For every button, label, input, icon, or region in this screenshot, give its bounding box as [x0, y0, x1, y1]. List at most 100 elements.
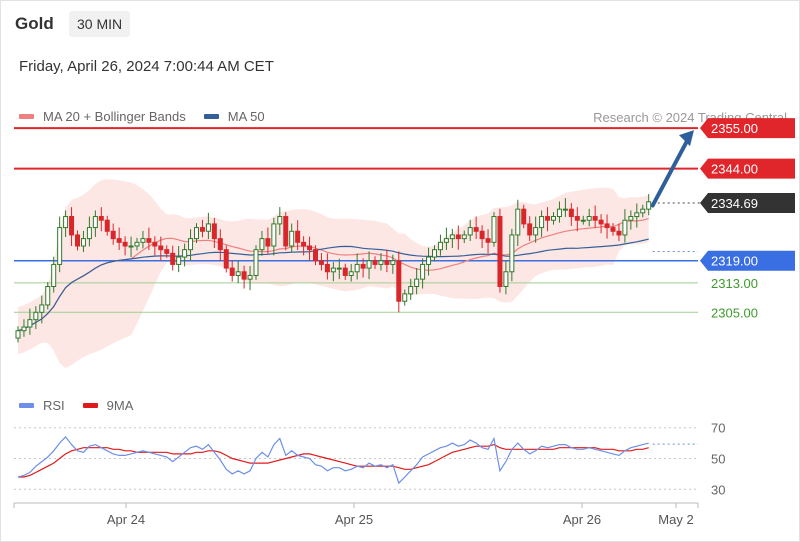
candle-body [152, 241, 158, 247]
price-level-text: 2313.00 [711, 276, 758, 291]
price-level-text: 2305.00 [711, 305, 758, 320]
rsi-legend: RSI 9MA [19, 398, 151, 413]
candle-body [426, 256, 432, 265]
legend-item-9ma: 9MA [82, 398, 133, 413]
candle-body [545, 216, 551, 221]
candle-body [247, 274, 253, 280]
candle-body [277, 216, 283, 225]
price-level-label: 2334.69 [700, 192, 795, 213]
candle-body [580, 219, 586, 222]
candle-body [69, 216, 75, 236]
price-legend: MA 20 + Bollinger Bands MA 50 [19, 109, 283, 124]
candle-body [485, 238, 491, 243]
ma50-swatch [203, 114, 219, 119]
candle-body [574, 216, 580, 221]
ma50-line [17, 238, 649, 332]
rsi-swatch [19, 403, 34, 408]
price-level-tag [700, 118, 795, 139]
rsi-tick-label: 70 [711, 421, 725, 436]
candle-body [51, 263, 57, 288]
price-level-text: 2319.00 [711, 254, 758, 269]
candle-body [598, 219, 604, 225]
candle-body [283, 216, 289, 247]
candle-body [98, 216, 104, 221]
price-level-label: 2319.00 [700, 250, 795, 271]
candle-body [390, 260, 396, 265]
candle-body [122, 241, 128, 247]
forecast-arrow [650, 137, 690, 208]
candle-body [533, 227, 539, 236]
candle-body [15, 330, 21, 339]
candle-body [443, 238, 449, 243]
candle-body [634, 212, 640, 218]
legend-item-ma50: MA 50 [203, 109, 265, 124]
candle-body [628, 216, 634, 221]
candle-body [467, 227, 473, 236]
candle-body [205, 223, 211, 232]
candle-body [295, 230, 301, 243]
x-tick-label: Apr 25 [335, 512, 373, 527]
candle-body [116, 238, 122, 243]
candle-body [45, 286, 51, 306]
candle-body [646, 201, 652, 210]
candle-body [455, 234, 461, 240]
candle-body [592, 216, 598, 221]
candle-body [402, 293, 408, 302]
price-level-label: 2344.00 [700, 158, 795, 179]
candle-body [188, 238, 194, 251]
candle-body [57, 227, 63, 265]
candle-body [568, 208, 574, 218]
candle-body [110, 230, 116, 240]
legend-label-ma20: MA 20 + Bollinger Bands [43, 109, 186, 124]
candle-body [372, 260, 378, 265]
candle-body [539, 216, 545, 229]
x-tick-label: May 2 [658, 512, 693, 527]
candle-body [307, 245, 313, 251]
candle-body [176, 256, 182, 265]
candle-body [556, 208, 562, 218]
candles-group [15, 194, 652, 343]
legend-label-ma50: MA 50 [227, 109, 265, 124]
candle-body [360, 263, 366, 269]
candle-body [158, 245, 164, 251]
candle-body [80, 238, 86, 247]
legend-label-rsi: RSI [43, 398, 65, 413]
candle-body [503, 271, 509, 288]
candle-body [515, 208, 521, 236]
timeframe-button[interactable]: 30 MIN [69, 11, 131, 37]
candle-body [140, 238, 146, 243]
candle-body [104, 219, 110, 232]
candle-body [318, 260, 324, 265]
candle-body [63, 216, 69, 229]
candle-body [622, 219, 628, 236]
candle-body [182, 249, 188, 258]
candle-body [616, 230, 622, 236]
candle-body [39, 304, 45, 313]
forecast-arrowhead [679, 130, 694, 147]
candle-body [235, 271, 241, 276]
chart-datetime: Friday, April 26, 2024 7:00:44 AM CET [19, 58, 274, 75]
candle-body [313, 249, 318, 262]
candle-body [354, 263, 360, 273]
candle-body [342, 267, 348, 276]
candle-body [92, 216, 98, 229]
candle-body [199, 227, 205, 232]
candle-body [21, 326, 27, 332]
rsi-9ma-line [18, 443, 649, 478]
price-level-label: 2313.00 [711, 276, 758, 291]
candle-body [509, 234, 515, 273]
price-level-tag [700, 250, 795, 271]
candle-body [146, 238, 152, 243]
price-level-text: 2344.00 [711, 162, 758, 177]
candle-body [324, 263, 330, 273]
price-level-label: 2355.00 [700, 118, 795, 139]
candle-body [414, 278, 420, 288]
candle-body [217, 238, 223, 251]
candle-body [551, 216, 556, 221]
candle-body [586, 216, 592, 221]
candle-body [384, 260, 390, 265]
price-level-text: 2355.00 [711, 121, 758, 136]
candle-body [479, 230, 485, 240]
candle-body [128, 245, 134, 248]
candle-body [437, 241, 443, 251]
